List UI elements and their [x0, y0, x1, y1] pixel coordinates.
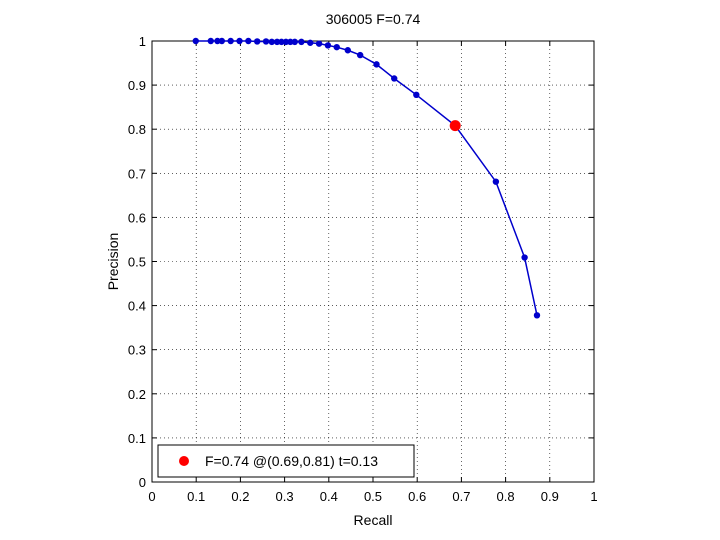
pr-curve-point — [282, 38, 290, 46]
legend: F=0.74 @(0.69,0.81) t=0.13 — [157, 444, 415, 478]
pr-curve-point — [356, 51, 364, 59]
pr-curve-point — [291, 38, 298, 46]
y-tick-label: 0.9 — [128, 78, 146, 93]
x-tick-label: 0.6 — [408, 489, 426, 504]
pr-curve-point — [214, 37, 221, 45]
y-tick-label: 0.4 — [128, 299, 146, 314]
y-tick-label: 0.6 — [128, 210, 146, 225]
pr-curve-point — [207, 37, 214, 45]
pr-curve-point — [315, 40, 323, 47]
x-tick-label: 1 — [590, 489, 597, 504]
pr-curve-point — [391, 75, 398, 82]
x-tick-label: 0.8 — [497, 489, 515, 504]
pr-curve-point — [227, 37, 234, 45]
highlight-layer — [449, 120, 461, 132]
pr-curve-point — [344, 47, 352, 54]
axis-ticks: 0 0.1 0.2 0.3 0.4 0.5 0.6 0.7 0.8 0.9 1 0 0.1 0.2 0.3 0… — [128, 34, 598, 504]
pr-curve-point — [521, 254, 528, 261]
legend-box — [157, 444, 415, 478]
pr-curve-point — [307, 39, 314, 46]
x-axis-label: Recall — [354, 512, 393, 528]
pr-curve-point — [413, 91, 420, 99]
legend-entry-label: F=0.74 @(0.69,0.81) t=0.13 — [205, 453, 378, 469]
series-layer — [192, 37, 541, 319]
pr-curve-point — [287, 38, 294, 46]
y-tick-label: 1 — [139, 34, 146, 49]
pr-curve-point — [373, 61, 380, 68]
grid-lines — [152, 41, 594, 482]
pr-curve-point — [218, 37, 226, 45]
pr-curve-point — [273, 38, 281, 46]
pr-curve-point — [333, 43, 340, 51]
x-tick-label: 0.9 — [541, 489, 559, 504]
x-tick-label: 0.5 — [364, 489, 382, 504]
y-tick-label: 0.1 — [128, 431, 146, 446]
pr-curve-point — [253, 38, 261, 45]
pr-curve-point — [268, 38, 275, 46]
pr-curve-point — [278, 38, 285, 46]
x-tick-label: 0.2 — [231, 489, 249, 504]
y-tick-label: 0.7 — [128, 166, 146, 181]
pr-curve-point — [492, 178, 500, 185]
y-tick-label: 0.3 — [128, 343, 146, 358]
pr-curve-point — [245, 37, 252, 45]
x-tick-label: 0.4 — [320, 489, 338, 504]
x-tick-label: 0.1 — [187, 489, 205, 504]
y-tick-label: 0.8 — [128, 122, 146, 137]
best-f-point — [449, 120, 461, 132]
pr-curve-point — [262, 38, 270, 45]
y-axis-label: Precision — [105, 233, 121, 291]
y-tick-label: 0 — [139, 475, 146, 490]
x-tick-label: 0.3 — [276, 489, 294, 504]
pr-curve-point — [324, 42, 332, 49]
y-tick-label: 0.2 — [128, 387, 146, 402]
chart-title: 306005 F=0.74 — [326, 11, 421, 27]
pr-curve-point — [533, 312, 541, 319]
pr-curve-point — [298, 38, 305, 46]
y-tick-label: 0.5 — [128, 255, 146, 270]
pr-curve-point — [236, 37, 243, 45]
x-tick-label: 0.7 — [452, 489, 470, 504]
legend-marker — [179, 456, 189, 466]
pr-curve-point — [192, 37, 199, 45]
x-tick-label: 0 — [148, 489, 155, 504]
